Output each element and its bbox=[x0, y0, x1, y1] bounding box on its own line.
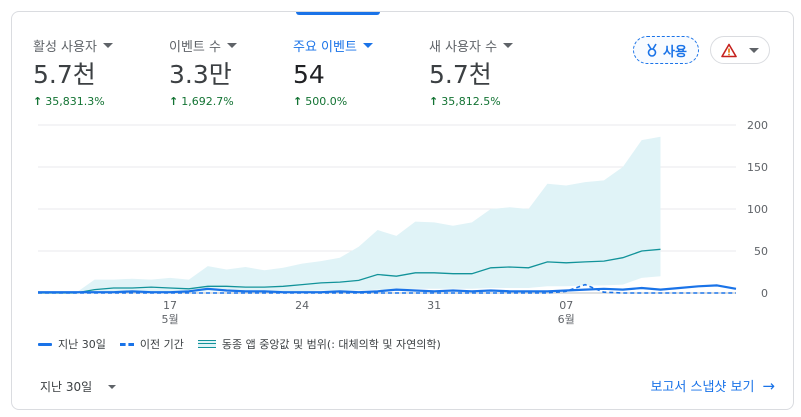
legend-item-previous[interactable]: 이전 기간 bbox=[119, 336, 184, 352]
chart-legend: 지난 30일 이전 기간 동종 앱 중앙값 및 범위(: 대체의학 및 자연의학… bbox=[38, 336, 455, 352]
benchmark-band bbox=[38, 136, 661, 294]
legend-label: 이전 기간 bbox=[139, 338, 184, 351]
y-tick-label: 200 bbox=[747, 119, 768, 132]
caret-down-icon bbox=[108, 384, 117, 389]
current-period-line bbox=[38, 284, 737, 294]
caret-down-icon bbox=[226, 43, 237, 48]
x-tick-label: 17 bbox=[163, 299, 177, 312]
alert-dropdown-button[interactable] bbox=[710, 36, 770, 64]
previous-period-line bbox=[38, 283, 736, 294]
medal-icon bbox=[647, 43, 657, 57]
x-tick-label: 24 bbox=[295, 299, 309, 312]
dashed-line-swatch bbox=[119, 342, 134, 346]
arrow-right-icon: → bbox=[762, 376, 775, 395]
legend-item-benchmark[interactable]: 동종 앱 중앙값 및 범위(: 대체의학 및 자연의학) bbox=[197, 336, 441, 352]
view-report-snapshot-link[interactable]: 보고서 스냅샷 보기 → bbox=[650, 376, 775, 396]
usage-badge-button[interactable]: 사용 bbox=[633, 36, 699, 64]
arrow-up-icon: ↑ bbox=[429, 95, 439, 108]
legend-label: 지난 30일 bbox=[58, 338, 106, 351]
arrow-up-icon: ↑ bbox=[293, 95, 303, 108]
series-lines bbox=[38, 283, 737, 294]
metric-delta: ↑ 35,812.5% bbox=[429, 95, 501, 108]
solid-line-swatch bbox=[38, 342, 52, 346]
metric-active-users[interactable]: 활성 사용자 5.7천 ↑ 35,831.3% bbox=[33, 36, 113, 108]
metric-delta: ↑ 1,692.7% bbox=[169, 95, 234, 108]
report-link-label: 보고서 스냅샷 보기 bbox=[650, 380, 755, 395]
benchmark-median-line bbox=[38, 248, 661, 294]
metric-value: 5.7천 bbox=[33, 60, 96, 89]
legend-item-current[interactable]: 지난 30일 bbox=[38, 336, 106, 352]
metric-label: 새 사용자 수 bbox=[429, 36, 514, 55]
metric-label: 주요 이벤트 bbox=[293, 36, 373, 55]
metric-label: 활성 사용자 bbox=[33, 36, 113, 55]
caret-down-icon bbox=[362, 43, 373, 48]
y-tick-label: 0 bbox=[761, 287, 768, 300]
benchmark-range-area bbox=[38, 136, 661, 293]
date-range-dropdown[interactable]: 지난 30일 bbox=[40, 378, 117, 395]
metric-value: 3.3만 bbox=[169, 60, 232, 89]
metric-delta: ↑ 500.0% bbox=[293, 95, 348, 108]
arrow-up-icon: ↑ bbox=[33, 95, 43, 108]
x-tick-label: 07 bbox=[559, 299, 573, 312]
y-tick-label: 50 bbox=[754, 245, 768, 258]
x-tick-sublabel: 5월 bbox=[161, 313, 178, 326]
y-axis: 0 50 100 150 200 bbox=[747, 119, 768, 300]
date-range-label: 지난 30일 bbox=[40, 380, 93, 394]
metric-event-count[interactable]: 이벤트 수 3.3만 ↑ 1,692.7% bbox=[169, 36, 237, 108]
metric-new-users[interactable]: 새 사용자 수 5.7천 ↑ 35,812.5% bbox=[429, 36, 514, 108]
metric-value: 5.7천 bbox=[429, 60, 492, 89]
y-tick-label: 100 bbox=[747, 203, 768, 216]
overview-card: 활성 사용자 5.7천 ↑ 35,831.3% 이벤트 수 3.3만 ↑ 1,692… bbox=[11, 11, 794, 410]
selected-tab-indicator bbox=[296, 12, 380, 15]
y-tick-label: 150 bbox=[747, 161, 768, 174]
band-swatch bbox=[197, 340, 216, 348]
x-tick-label: 31 bbox=[427, 299, 441, 312]
x-tick-sublabel: 6월 bbox=[558, 313, 575, 326]
caret-down-icon bbox=[102, 43, 113, 48]
metric-value: 54 bbox=[293, 60, 325, 89]
caret-down-icon bbox=[503, 43, 514, 48]
metric-label: 이벤트 수 bbox=[169, 36, 237, 55]
metric-delta: ↑ 35,831.3% bbox=[33, 95, 105, 108]
caret-down-icon bbox=[749, 47, 759, 53]
arrow-up-icon: ↑ bbox=[169, 95, 179, 108]
legend-label: 동종 앱 중앙값 및 범위(: 대체의학 및 자연의학) bbox=[221, 338, 441, 351]
metric-key-events[interactable]: 주요 이벤트 54 ↑ 500.0% bbox=[293, 36, 373, 108]
usage-badge-label: 사용 bbox=[663, 44, 687, 60]
warning-triangle-icon bbox=[721, 43, 737, 57]
